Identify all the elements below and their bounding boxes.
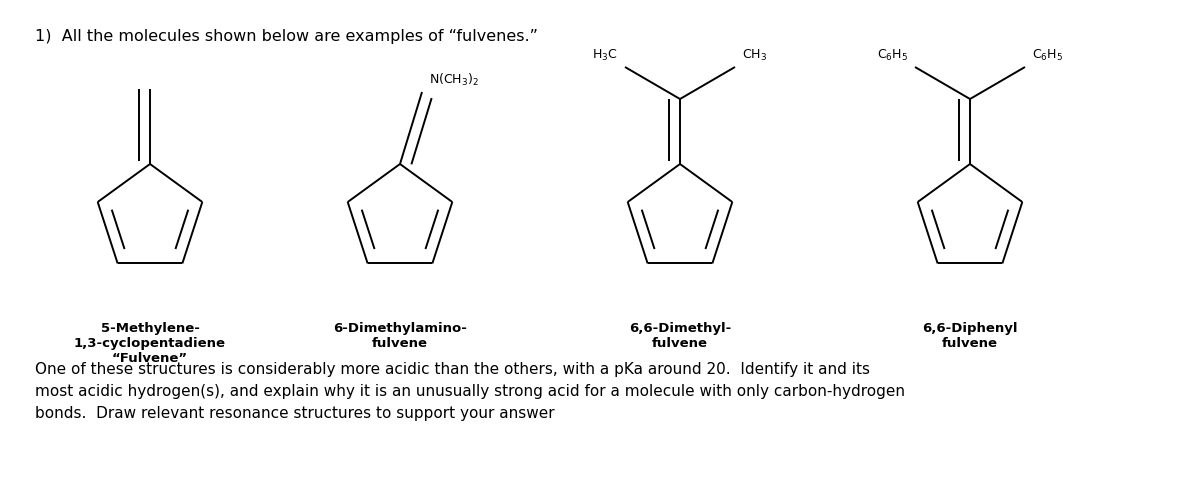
Text: H$_3$C: H$_3$C [593,48,618,63]
Text: N(CH$_3$)$_2$: N(CH$_3$)$_2$ [430,72,479,88]
Text: 6,6-Dimethyl-
fulvene: 6,6-Dimethyl- fulvene [629,322,731,350]
Text: C$_6$H$_5$: C$_6$H$_5$ [1032,48,1063,63]
Text: 1)  All the molecules shown below are examples of “fulvenes.”: 1) All the molecules shown below are exa… [35,29,538,44]
Text: 6,6-Diphenyl
fulvene: 6,6-Diphenyl fulvene [923,322,1018,350]
Text: 5-Methylene-
1,3-cyclopentadiene
“Fulvene”: 5-Methylene- 1,3-cyclopentadiene “Fulven… [74,322,226,365]
Text: C$_6$H$_5$: C$_6$H$_5$ [877,48,908,63]
Text: One of these structures is considerably more acidic than the others, with a pKa : One of these structures is considerably … [35,362,905,421]
Text: CH$_3$: CH$_3$ [742,48,767,63]
Text: 6-Dimethylamino-
fulvene: 6-Dimethylamino- fulvene [334,322,467,350]
